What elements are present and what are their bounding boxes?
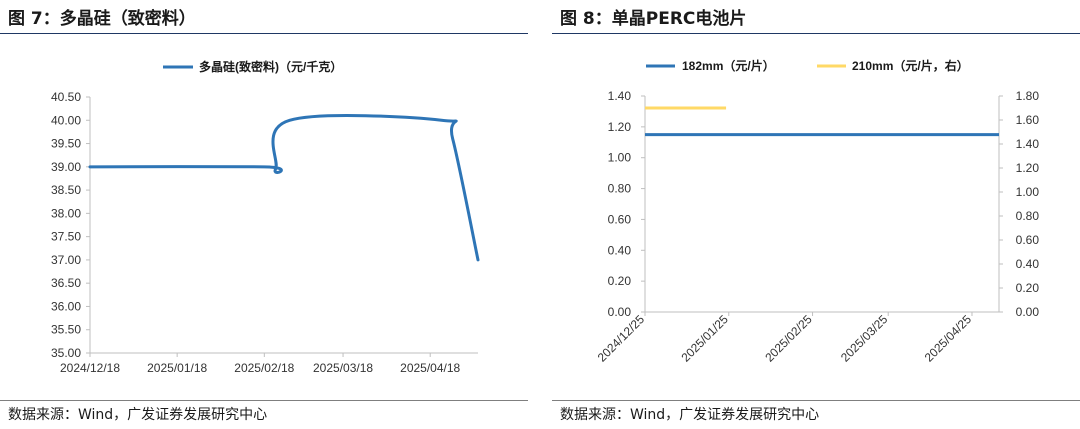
x-tick-label: 2025/01/18 [147, 361, 207, 375]
figure-8-title: 图 8：单晶PERC电池片 [560, 9, 747, 29]
right-y-tick-label: 1.00 [1016, 185, 1040, 199]
y-tick-label: 39.00 [51, 160, 81, 174]
x-tick-label: 2025/04/25 [922, 312, 975, 365]
figure-8-title-rule [552, 33, 1080, 34]
x-tick-label: 2025/02/18 [234, 361, 294, 375]
polysilicon-price-chart: 多晶硅(致密料)（元/千克） 35.00 35.50 36.00 36.50 37.00 3… [51, 59, 480, 375]
figure-7-panel: 图 7：多晶硅（致密料） 多晶硅(致密料)（元/千克） 35.00 35.50 36.… [0, 0, 528, 429]
y-tick-label: 39.50 [51, 137, 81, 151]
left-y-tick-label: 0.80 [608, 182, 632, 196]
y-tick-label: 36.00 [51, 299, 81, 313]
right-y-tick-label: 0.80 [1016, 209, 1040, 223]
y-tick-label: 40.00 [51, 113, 81, 127]
series-line-polysilicon [88, 114, 480, 262]
left-y-tick-label: 0.00 [608, 305, 632, 319]
left-y-tick-label: 1.00 [608, 151, 632, 165]
x-tick-label: 2024/12/18 [60, 361, 120, 375]
y-tick-label: 35.50 [51, 323, 81, 337]
x-tick-label: 2025/03/18 [313, 361, 373, 375]
y-tick-label: 36.50 [51, 276, 81, 290]
x-tick-label: 2025/04/18 [400, 361, 460, 375]
left-y-tick-label: 0.20 [608, 274, 632, 288]
x-tick-label: 2025/01/25 [679, 312, 732, 365]
x-tick-label: 2024/12/25 [595, 312, 648, 365]
left-y-tick-label: 0.60 [608, 212, 632, 226]
legend-label-polysilicon: 多晶硅(致密料)（元/千克） [199, 59, 342, 74]
y-tick-label: 37.50 [51, 230, 81, 244]
right-y-tick-label: 1.80 [1016, 89, 1040, 103]
figure-7-title: 图 7：多晶硅（致密料） [8, 9, 196, 29]
y-tick-label: 37.00 [51, 253, 81, 267]
right-y-tick-label: 0.40 [1016, 257, 1040, 271]
right-y-tick-label: 0.60 [1016, 233, 1040, 247]
legend-label-210mm: 210mm（元/片，右） [852, 58, 969, 73]
y-tick-label: 38.00 [51, 206, 81, 220]
y-tick-label: 38.50 [51, 183, 81, 197]
figure-8-source: 数据来源：Wind，广发证券发展研究中心 [560, 407, 820, 423]
figure-8-panel: 图 8：单晶PERC电池片 182mm（元/片） 210mm（元/片，右） 0.00… [552, 0, 1080, 429]
x-tick-label: 2025/02/25 [762, 312, 815, 365]
right-y-tick-label: 0.20 [1016, 281, 1040, 295]
right-y-tick-label: 1.60 [1016, 113, 1040, 127]
right-y-tick-label: 0.00 [1016, 305, 1040, 319]
x-tick-label: 2025/03/25 [838, 312, 891, 365]
right-y-tick-label: 1.20 [1016, 161, 1040, 175]
figure-7-title-rule [0, 33, 528, 34]
legend-label-182mm: 182mm（元/片） [682, 58, 775, 73]
figure-8-source-rule [552, 400, 1080, 401]
figure-7-source: 数据来源：Wind，广发证券发展研究中心 [8, 407, 268, 423]
y-tick-label: 35.00 [51, 346, 81, 360]
y-tick-label: 40.50 [51, 90, 81, 104]
perc-cell-price-chart: 182mm（元/片） 210mm（元/片，右） 0.00 0.20 0.40 0.60 0.… [595, 58, 1040, 365]
figure-7-source-rule [0, 400, 528, 401]
right-y-tick-label: 1.40 [1016, 137, 1040, 151]
left-y-tick-label: 1.20 [608, 120, 632, 134]
left-y-tick-label: 0.40 [608, 243, 632, 257]
left-y-tick-label: 1.40 [608, 89, 632, 103]
